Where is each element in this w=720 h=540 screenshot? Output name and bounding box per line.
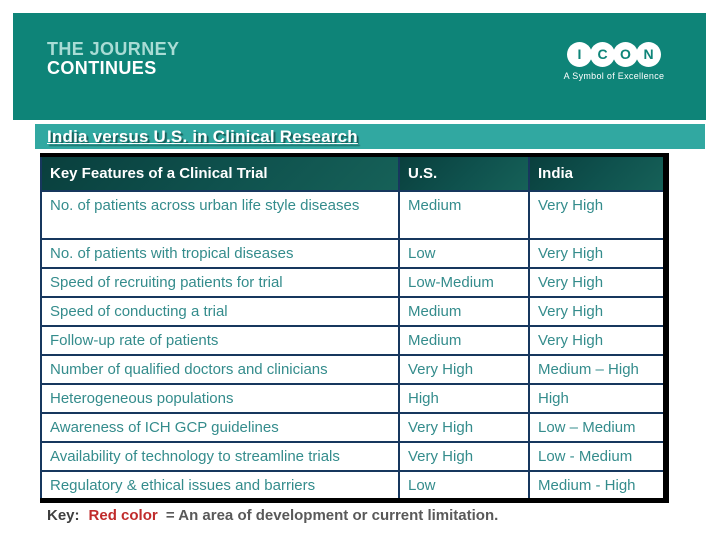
slide-title-bar: India versus U.S. in Clinical Research <box>35 124 705 149</box>
cell-feature: Speed of conducting a trial <box>40 296 400 327</box>
cell-us-rating: Very High <box>398 441 530 472</box>
cell-us-rating: Low-Medium <box>398 267 530 298</box>
table-row: Awareness of ICH GCP guidelines Very High… <box>40 412 667 443</box>
cell-us-rating: Very High <box>398 354 530 385</box>
key-legend-label: Key: <box>47 507 80 524</box>
comparison-table: Key Features of a Clinical Trial U.S. In… <box>40 153 669 503</box>
column-header-india: India <box>528 154 667 192</box>
cell-us-rating: Medium <box>398 296 530 327</box>
cell-feature: Follow-up rate of patients <box>40 325 400 356</box>
cell-feature: Heterogeneous populations <box>40 383 400 414</box>
journey-line2: CONTINUES <box>47 58 157 78</box>
cell-feature: Speed of recruiting patients for trial <box>40 267 400 298</box>
journey-line1: THE JOURNEY <box>47 39 180 59</box>
cell-india-rating: Medium - High <box>528 470 667 501</box>
logo-letter-circle: I <box>567 42 592 67</box>
cell-us-rating: High <box>398 383 530 414</box>
cell-us-rating: Very High <box>398 412 530 443</box>
table-row: Heterogeneous populations High High <box>40 383 667 414</box>
cell-us-rating: Low <box>398 470 530 501</box>
cell-india-rating: Very High <box>528 296 667 327</box>
table-row: Speed of recruiting patients for trial Lo… <box>40 267 667 298</box>
logo-letter-circle: O <box>613 42 638 67</box>
key-legend-description: = An area of development or current limi… <box>165 507 499 524</box>
cell-us-rating: Medium <box>398 325 530 356</box>
cell-feature: No. of patients with tropical diseases <box>40 238 400 269</box>
table-row: Availability of technology to streamline… <box>40 441 667 472</box>
slide-title: India versus U.S. in Clinical Research <box>47 127 358 146</box>
table-header-row: Key Features of a Clinical Trial U.S. In… <box>40 154 667 192</box>
cell-india-rating: Medium – High <box>528 354 667 385</box>
cell-india-rating: Low - Medium <box>528 441 667 472</box>
table-row: Number of qualified doctors and clinicia… <box>40 354 667 385</box>
cell-india-rating: Very High <box>528 267 667 298</box>
logo-letter-circle: C <box>590 42 615 67</box>
cell-india-rating: High <box>528 383 667 414</box>
cell-feature: Regulatory & ethical issues and barriers <box>40 470 400 501</box>
journey-tagline: THE JOURNEY CONTINUES <box>47 40 179 78</box>
icon-logo-tagline: A Symbol of Excellence <box>563 71 665 81</box>
logo-letter-circle: N <box>636 42 661 67</box>
table-row: Speed of conducting a trial Medium Very Hi… <box>40 296 667 327</box>
cell-india-rating: Low – Medium <box>528 412 667 443</box>
table-row: Follow-up rate of patients Medium Very Hig… <box>40 325 667 356</box>
cell-india-rating: Very High <box>528 190 667 240</box>
column-header-feature: Key Features of a Clinical Trial <box>40 154 400 192</box>
key-legend: Key: Red color = An area of development o… <box>47 507 498 524</box>
table-row: Regulatory & ethical issues and barriers… <box>40 470 667 501</box>
cell-feature: Awareness of ICH GCP guidelines <box>40 412 400 443</box>
table-row: No. of patients across urban life style … <box>40 190 667 240</box>
cell-feature: Availability of technology to streamline… <box>40 441 400 472</box>
cell-india-rating: Very High <box>528 238 667 269</box>
cell-feature: Number of qualified doctors and clinicia… <box>40 354 400 385</box>
cell-india-rating: Very High <box>528 325 667 356</box>
cell-feature: No. of patients across urban life style … <box>40 190 400 240</box>
table-row: No. of patients with tropical diseases Lo… <box>40 238 667 269</box>
column-header-us: U.S. <box>398 154 530 192</box>
cell-us-rating: Low <box>398 238 530 269</box>
cell-us-rating: Medium <box>398 190 530 240</box>
key-legend-red-term: Red color <box>88 507 158 524</box>
